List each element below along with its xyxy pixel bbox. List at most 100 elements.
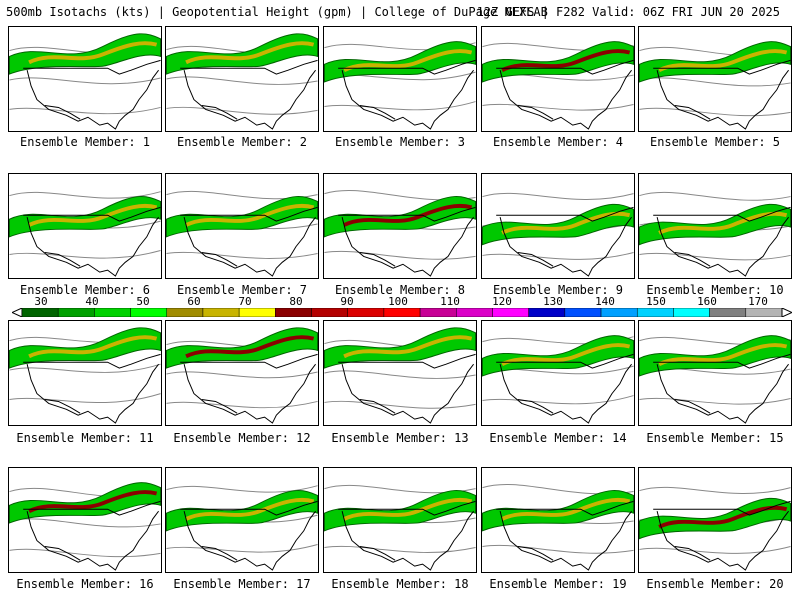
colorbar-swatch <box>673 308 710 317</box>
map-canvas <box>639 191 791 277</box>
map-canvas <box>166 33 318 130</box>
coastline <box>499 69 632 130</box>
jet-isotach-band <box>9 196 161 238</box>
national-border <box>23 353 161 369</box>
height-contour <box>9 191 161 199</box>
colorbar-tick-label: 100 <box>388 295 408 308</box>
national-border <box>653 353 791 369</box>
colorbar-tick-label: 50 <box>136 295 150 308</box>
colorbar-tick-label: 80 <box>289 295 303 308</box>
ensemble-member-map <box>323 467 477 573</box>
ensemble-member-map <box>8 467 162 573</box>
jet-core <box>501 343 631 366</box>
colorbar-tick-label: 30 <box>34 295 48 308</box>
national-border <box>338 206 476 222</box>
map-canvas <box>324 484 476 571</box>
jet-core <box>28 41 158 65</box>
ensemble-member-map <box>8 320 162 426</box>
national-border <box>23 206 161 222</box>
header-valid-time: 12Z GEFS | F282 Valid: 06Z FRI JUN 20 20… <box>476 5 780 19</box>
national-border <box>653 59 791 75</box>
national-border <box>180 206 318 222</box>
jet-core <box>343 497 473 521</box>
mexico-border <box>359 399 396 414</box>
jet-core <box>658 49 788 72</box>
map-canvas <box>9 327 161 424</box>
ensemble-member-map <box>638 26 792 132</box>
colorbar-swatch <box>636 308 674 317</box>
coastline <box>183 363 316 424</box>
mexico-border <box>674 105 711 120</box>
colorbar-swatch <box>275 308 312 317</box>
ensemble-member-label: Ensemble Member: 9 <box>492 283 624 297</box>
jet-core <box>658 343 788 366</box>
jet-core <box>185 203 315 227</box>
colorbar-swatch <box>130 308 168 317</box>
height-contour <box>166 76 318 85</box>
ensemble-member-label: Ensemble Member: 18 <box>331 577 469 591</box>
map-canvas <box>482 192 634 277</box>
ensemble-member-map <box>481 26 635 132</box>
mexico-border <box>201 546 238 561</box>
national-border <box>496 59 634 75</box>
ensemble-member-map <box>8 26 162 132</box>
jet-isotach-band <box>639 335 791 377</box>
colorbar-swatch <box>238 308 276 317</box>
jet-core <box>343 49 473 72</box>
colorbar-swatch <box>311 308 348 317</box>
jet-isotach-band <box>166 490 318 532</box>
height-contour <box>324 370 476 379</box>
coastline <box>183 69 316 130</box>
national-border <box>180 59 318 75</box>
ensemble-member-label: Ensemble Member: 15 <box>646 431 784 445</box>
height-contour <box>482 395 634 405</box>
coastline <box>341 69 474 130</box>
ensemble-member-map <box>638 173 792 279</box>
map-canvas <box>482 41 634 130</box>
colorbar-swatch <box>202 308 240 317</box>
colorbar-tick-label: 130 <box>543 295 563 308</box>
height-contour <box>482 252 634 260</box>
height-contour <box>324 101 476 111</box>
ensemble-member-map <box>323 173 477 279</box>
colorbar-swatch <box>564 308 602 317</box>
height-contour <box>9 106 161 115</box>
jet-core <box>185 335 315 359</box>
colorbar-swatch <box>456 308 493 317</box>
height-contour <box>324 400 476 409</box>
jet-core <box>28 335 158 359</box>
jet-core <box>185 41 315 65</box>
jet-isotach-band <box>166 33 318 75</box>
jet-isotach-band <box>482 203 634 246</box>
map-canvas <box>324 190 476 277</box>
colorbar-tick-label: 90 <box>340 295 354 308</box>
national-border <box>180 500 318 516</box>
ensemble-member-label: Ensemble Member: 13 <box>331 431 469 445</box>
map-canvas <box>324 327 476 424</box>
colorbar-right-arrow <box>781 308 792 317</box>
coastline <box>26 216 159 277</box>
mexico-border <box>201 399 238 414</box>
ensemble-member-label: Ensemble Member: 12 <box>173 431 311 445</box>
mexico-border <box>674 546 711 561</box>
national-border <box>653 206 791 222</box>
colorbar-tick-label: 170 <box>748 295 768 308</box>
mexico-border <box>674 252 711 267</box>
national-border <box>653 500 791 516</box>
mexico-border <box>359 546 396 561</box>
height-contour <box>9 77 161 85</box>
colorbar-swatch <box>745 308 783 317</box>
ensemble-member-label: Ensemble Member: 8 <box>334 283 466 297</box>
height-contour <box>639 486 791 494</box>
ensemble-member-label: Ensemble Member: 19 <box>489 577 627 591</box>
colorbar-swatch <box>419 308 457 317</box>
jet-isotach-band <box>324 327 476 369</box>
ensemble-member-label: Ensemble Member: 11 <box>16 431 154 445</box>
coastline <box>499 510 632 571</box>
jet-isotach-band <box>482 335 634 377</box>
jet-isotach-band <box>639 497 791 540</box>
ensemble-member-map <box>638 320 792 426</box>
colorbar-tick-label: 150 <box>646 295 666 308</box>
coastline <box>656 363 789 424</box>
ensemble-member-label: Ensemble Member: 16 <box>16 577 154 591</box>
